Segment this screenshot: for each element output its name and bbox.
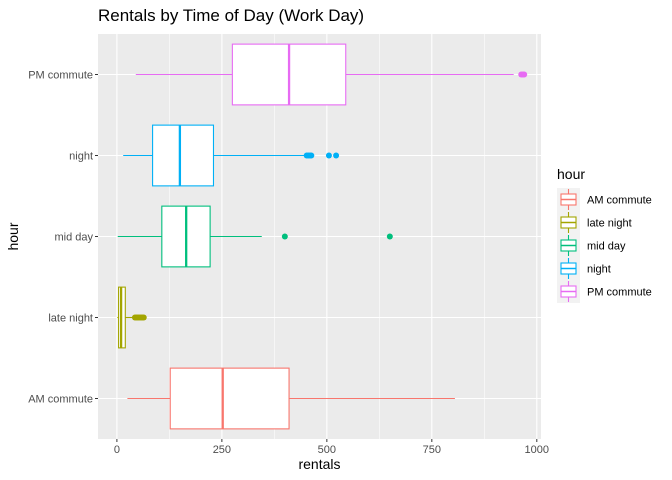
x-tick-label: 500 — [318, 444, 336, 456]
outlier-point — [325, 152, 332, 159]
legend-label: mid day — [587, 241, 626, 253]
legend: AM commute late night mid day night PM commu… — [557, 188, 652, 303]
y-tick-label: PM commute — [28, 70, 93, 82]
y-tick-label: AM commute — [28, 394, 93, 406]
outlier-point — [140, 314, 147, 321]
outlier-point — [333, 152, 340, 159]
box-am-commute — [127, 367, 455, 430]
y-tick-label: late night — [48, 313, 93, 325]
x-tick-label: 1000 — [525, 444, 549, 456]
outlier-point — [521, 71, 528, 78]
box-pm-commute — [135, 43, 528, 106]
legend-label: late night — [587, 218, 632, 230]
y-tick-label: night — [69, 151, 93, 163]
y-tick-label: mid day — [54, 232, 93, 244]
x-tick-label: 250 — [213, 444, 231, 456]
box-iqr — [152, 124, 215, 187]
legend-item: late night — [557, 211, 632, 234]
legend-item: mid day — [557, 234, 626, 257]
outlier-point — [308, 152, 315, 159]
box-night — [123, 124, 340, 187]
legend-title: hour — [557, 166, 585, 182]
x-tick-label: 0 — [114, 444, 120, 456]
x-axis-title: rentals — [298, 456, 340, 472]
legend-label: night — [587, 264, 611, 276]
box-series — [117, 43, 528, 430]
chart-title: Rentals by Time of Day (Work Day) — [98, 6, 364, 25]
legend-label: PM commute — [587, 287, 652, 299]
legend-item: night — [557, 257, 611, 280]
y-axis-ticks: PM commute night mid day late night AM commu… — [28, 70, 98, 406]
y-axis-title: hour — [5, 222, 21, 250]
legend-item: PM commute — [557, 280, 652, 303]
box-mid-day — [117, 205, 393, 268]
box-late-night — [117, 286, 147, 349]
legend-item: AM commute — [557, 188, 652, 211]
x-axis-ticks: 0 250 500 750 1000 — [114, 439, 549, 456]
box-iqr — [169, 367, 290, 430]
outlier-point — [281, 233, 288, 240]
x-tick-label: 750 — [423, 444, 441, 456]
legend-label: AM commute — [587, 195, 652, 207]
outlier-point — [386, 233, 393, 240]
